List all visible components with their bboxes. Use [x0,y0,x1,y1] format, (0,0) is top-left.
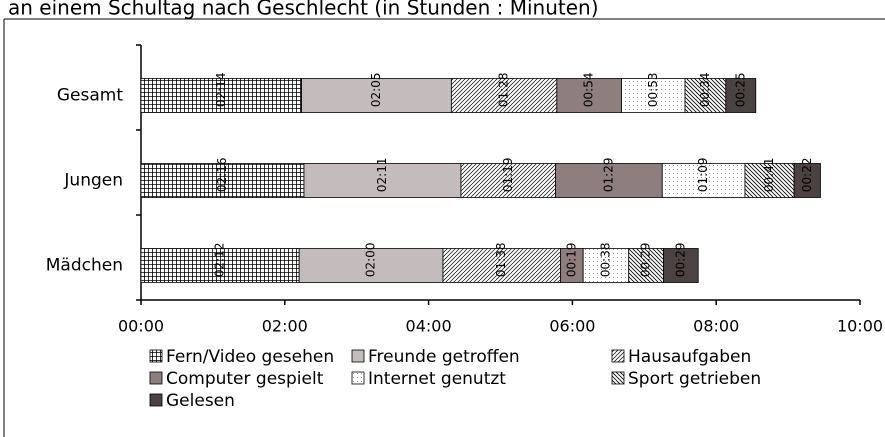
bar-segment [140,248,300,283]
legend-label: Hausaufgaben [628,347,751,367]
legend-swatch [611,371,625,385]
value-label: 00:54 [582,73,596,108]
x-tick-label: 04:00 [406,317,452,336]
value-label: 00:22 [800,158,814,193]
x-tick-label: 06:00 [549,317,595,336]
y-tick-label: Mädchen [46,256,123,276]
value-label: 00:25 [733,73,747,108]
bar-segment [303,163,462,198]
value-label: 01:19 [501,158,515,193]
legend-swatch [149,393,163,407]
y-tick-label: Jungen [63,171,123,191]
bar-segment [298,248,444,283]
value-label: 01:28 [497,72,511,107]
bar-segment [744,163,795,198]
bar-segment [725,78,757,113]
value-label: 00:29 [639,243,653,278]
value-label: 01:38 [494,243,508,278]
value-label: 00:41 [762,158,776,193]
chart-title: an einem Schultag nach Geschlecht (in St… [8,0,599,20]
x-tick-label: 08:00 [693,317,739,336]
value-label: 01:09 [696,158,710,193]
value-label: 01:29 [601,158,615,193]
bar-segment [442,248,561,283]
legend-label: Gelesen [166,391,235,411]
y-tick-label: Gesamt [57,86,123,106]
value-label: 02:00 [364,243,378,278]
legend-swatch [351,349,365,363]
legend-swatch [611,349,625,363]
value-label: 02:05 [369,73,383,108]
bar-segment [793,163,821,198]
x-tick-label: 10:00 [837,317,883,336]
bar-segment [582,248,630,283]
x-tick-label: 02:00 [262,317,308,336]
bar-segment [663,248,699,283]
bar-segment [661,163,746,198]
bar-segment [140,163,305,198]
legend-swatch [351,371,365,385]
bar-segment [450,78,558,113]
value-label: 00:53 [646,73,660,108]
bar-segment [460,163,557,198]
value-label: 00:34 [698,73,712,108]
value-label: 02:12 [213,243,227,278]
value-label: 02:11 [375,158,389,193]
value-label: 00:29 [673,243,687,278]
value-label: 00:38 [598,243,612,278]
bar-segment [555,163,663,198]
legend-label: Computer gespielt [166,369,324,389]
bar-segment [684,78,727,113]
value-label: 00:19 [564,243,578,278]
legend-label: Internet genutzt [368,369,506,389]
legend-label: Fern/Video gesehen [166,347,334,367]
legend-swatch [149,371,163,385]
legend-label: Freunde getroffen [368,347,520,367]
legend-label: Sport getrieben [628,369,761,389]
value-label: 02:14 [214,73,228,108]
x-tick-label: 00:00 [118,317,164,336]
legend-swatch [149,349,163,363]
bar-segment [628,248,664,283]
value-label: 02:16 [215,158,229,193]
